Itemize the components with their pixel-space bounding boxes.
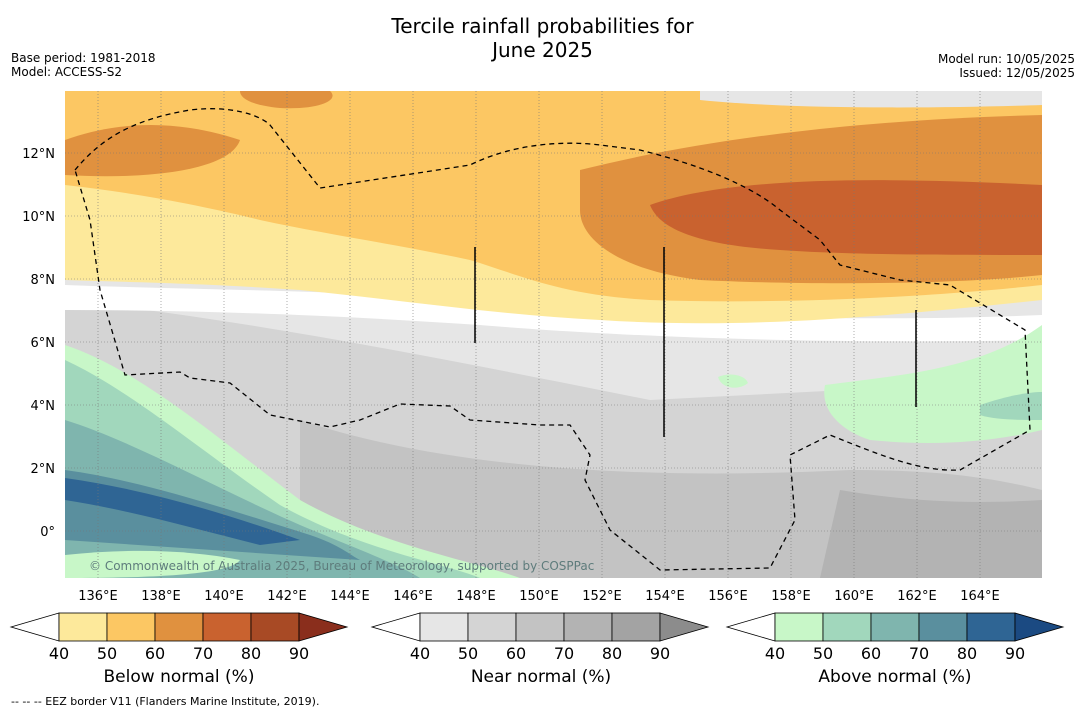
above-normal-80-region: [65, 478, 300, 545]
above-normal-40-region-sw: [65, 550, 240, 578]
below-normal-70-region: [650, 180, 1042, 255]
eez-border: [74, 108, 1031, 571]
above-normal-small-patch: [718, 374, 748, 388]
colorbar-segment: [966, 612, 1016, 642]
y-tick-label: 6°N: [31, 336, 56, 351]
colorbar-segment: [250, 612, 300, 642]
model-info: Base period: 1981-2018 Model: ACCESS-S2: [11, 51, 156, 79]
issued-date: Issued: 12/05/2025: [959, 66, 1075, 80]
colorbar-min-arrow: [370, 612, 421, 642]
map-area: © Commonwealth of Australia 2025, Bureau…: [65, 91, 1042, 578]
x-tick-label: 162°E: [897, 589, 937, 604]
colorbar-max-arrow: [298, 612, 349, 642]
base-period: Base period: 1981-2018: [11, 51, 156, 65]
x-tick-label: 150°E: [519, 589, 559, 604]
colorbar-segment: [774, 612, 824, 642]
colorbar-tick-label: 70: [909, 644, 929, 663]
x-tick-label: 140°E: [204, 589, 244, 604]
colorbar-label-above: Above normal (%): [818, 667, 972, 687]
x-tick-label: 164°E: [960, 589, 1000, 604]
colorbar-segment: [611, 612, 661, 642]
colorbar-segment: [106, 612, 156, 642]
colorbar-tick-label: 50: [458, 644, 478, 663]
colorbar-min-arrow: [725, 612, 776, 642]
y-tick-label: 0°: [40, 525, 55, 540]
colorbar-tick-label: 80: [957, 644, 977, 663]
x-tick-label: 136°E: [78, 589, 118, 604]
colorbar-tick-label: 70: [554, 644, 574, 663]
colorbar-tick-label: 60: [506, 644, 526, 663]
gridlines: [65, 91, 1042, 578]
eez-footnote: -- -- -- EEZ border V11 (Flanders Marine…: [11, 695, 320, 708]
colorbar-segment: [563, 612, 613, 642]
colorbar-max-arrow: [659, 612, 710, 642]
colorbar-segment: [515, 612, 565, 642]
map-title: Tercile rainfall probabilities for June …: [0, 14, 1085, 62]
near-normal-70-region: [820, 490, 1042, 578]
y-tick-label: 10°N: [22, 210, 55, 225]
colorbar-min-arrow: [9, 612, 60, 642]
run-info: Model run: 10/05/2025 Issued: 12/05/2025: [938, 52, 1075, 80]
x-tick-label: 160°E: [834, 589, 874, 604]
above-normal-50-region-east: [980, 392, 1042, 420]
y-axis-ticks: 12°N 10°N 8°N 6°N 4°N 2°N 0°: [22, 147, 55, 540]
model-name: Model: ACCESS-S2: [11, 65, 123, 79]
colorbar-tick-label: 50: [813, 644, 833, 663]
model-run: Model run: 10/05/2025: [937, 52, 1075, 66]
colorbar-tick-label: 60: [145, 644, 165, 663]
colorbar-segment: [419, 612, 469, 642]
y-tick-label: 4°N: [31, 399, 56, 414]
below-normal-60-region-west: [65, 125, 240, 177]
x-tick-label: 142°E: [267, 589, 307, 604]
below-normal-60-region-top: [240, 91, 333, 109]
x-tick-label: 154°E: [645, 589, 685, 604]
colorbar-segment: [918, 612, 968, 642]
colorbars: 40 50 60 70 80 90 40 50 60 70 80 90 40 50 60 70 80 90: [9, 612, 1065, 663]
colorbar-segment: [467, 612, 517, 642]
y-tick-label: 8°N: [31, 273, 56, 288]
colorbar-max-arrow: [1014, 612, 1065, 642]
colorbar-segment: [58, 612, 108, 642]
colorbar-tick-label: 40: [410, 644, 430, 663]
x-tick-label: 152°E: [582, 589, 622, 604]
colorbar-tick-label: 80: [602, 644, 622, 663]
colorbar-tick-label: 90: [289, 644, 309, 663]
colorbar-tick-label: 90: [1005, 644, 1025, 663]
y-tick-label: 2°N: [31, 462, 56, 477]
colorbar-tick-label: 50: [97, 644, 117, 663]
x-tick-label: 148°E: [456, 589, 496, 604]
colorbar-segment: [822, 612, 872, 642]
x-tick-label: 138°E: [141, 589, 181, 604]
x-axis-ticks: 136°E 138°E 140°E 142°E 144°E 146°E 148°E 150°E…: [78, 589, 1000, 604]
title-line-1: Tercile rainfall probabilities for: [391, 14, 694, 38]
colorbar-1: 40 50 60 70 80 90: [370, 612, 710, 663]
x-tick-label: 156°E: [708, 589, 748, 604]
copyright-notice: © Commonwealth of Australia 2025, Bureau…: [89, 559, 594, 573]
colorbar-tick-label: 60: [861, 644, 881, 663]
x-tick-label: 144°E: [330, 589, 370, 604]
colorbar-label-below: Below normal (%): [103, 667, 255, 687]
x-tick-label: 146°E: [393, 589, 433, 604]
colorbar-0: 40 50 60 70 80 90: [9, 612, 349, 663]
colorbar-2: 40 50 60 70 80 90: [725, 612, 1065, 663]
colorbar-segment: [202, 612, 252, 642]
colorbar-segment: [870, 612, 920, 642]
colorbar-tick-label: 90: [650, 644, 670, 663]
colorbar-tick-label: 70: [193, 644, 213, 663]
x-tick-label: 158°E: [771, 589, 811, 604]
colorbar-tick-label: 40: [765, 644, 785, 663]
near-normal-top-patch: [700, 91, 1042, 108]
title-line-2: June 2025: [492, 38, 593, 62]
colorbar-tick-label: 80: [241, 644, 261, 663]
colorbar-segment: [154, 612, 204, 642]
colorbar-tick-label: 40: [49, 644, 69, 663]
colorbar-label-near: Near normal (%): [470, 667, 612, 687]
y-tick-label: 12°N: [22, 147, 55, 162]
